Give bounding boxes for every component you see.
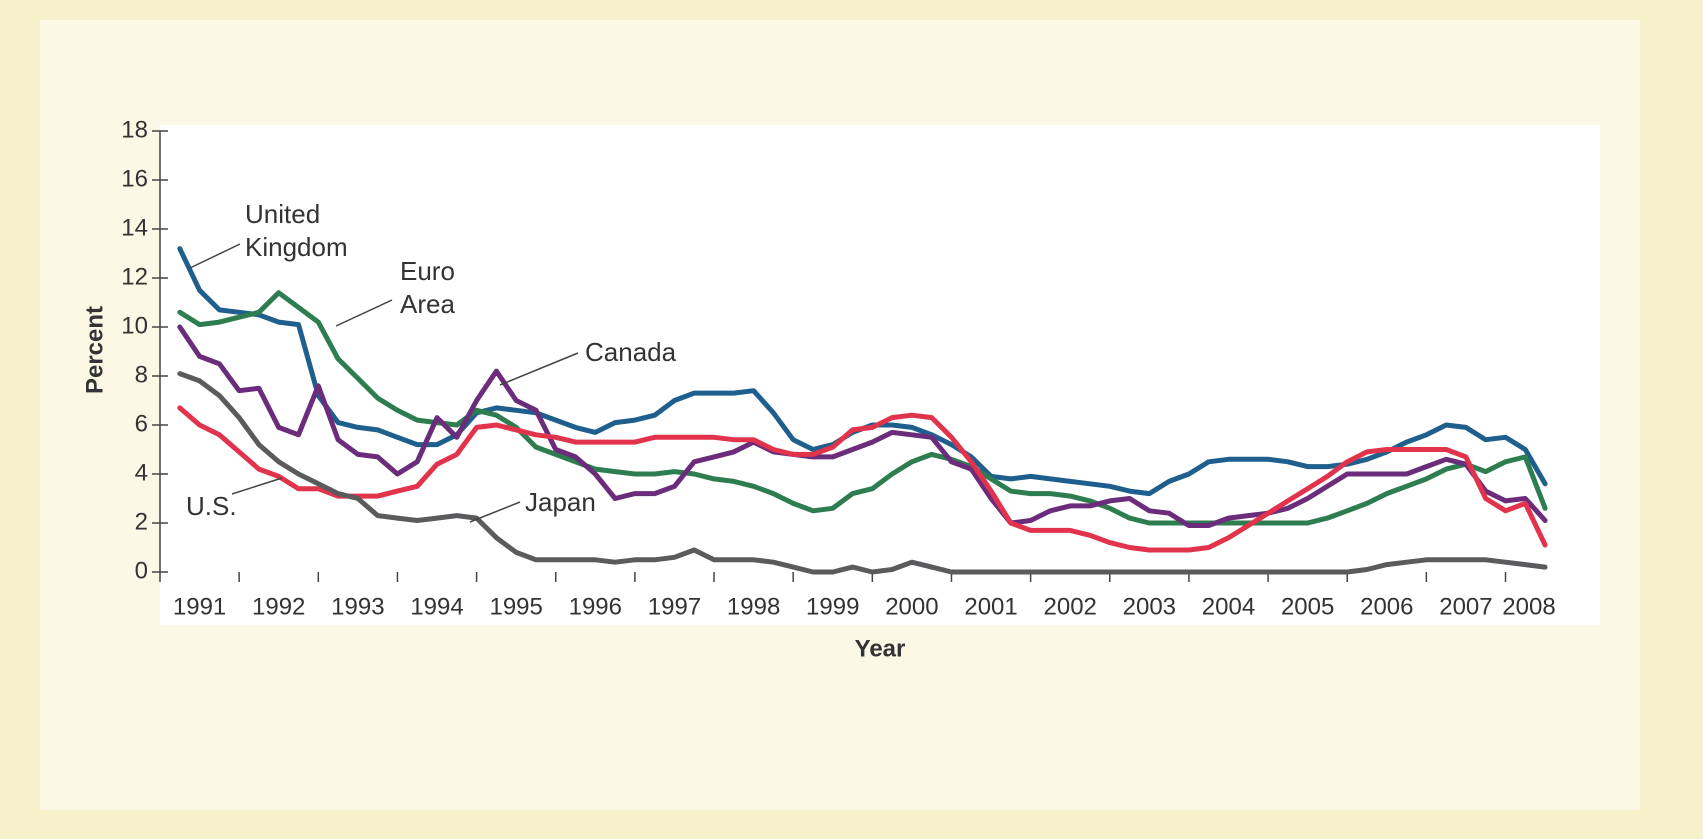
x-tick-label: 2005 xyxy=(1281,593,1334,620)
x-tick-label: 2003 xyxy=(1123,593,1176,620)
x-tick-label: 1996 xyxy=(569,593,622,620)
y-tick-label: 14 xyxy=(121,214,148,241)
y-tick-label: 8 xyxy=(135,361,148,388)
x-tick-label: 2002 xyxy=(1044,593,1097,620)
x-tick-label: 1998 xyxy=(727,593,780,620)
x-tick-label: 1993 xyxy=(331,593,384,620)
series-line xyxy=(177,290,1548,526)
y-tick-label: 2 xyxy=(135,508,148,535)
label-leader xyxy=(499,352,579,386)
x-tick-label: 2001 xyxy=(964,593,1017,620)
series-label: Euro Area xyxy=(400,256,455,319)
y-axis-title: Percent xyxy=(81,306,108,394)
x-tick-label: 2007 xyxy=(1439,593,1492,620)
x-tick-label: 1994 xyxy=(410,593,463,620)
y-tick-label: 18 xyxy=(121,116,148,143)
series-label: United Kingdom xyxy=(245,199,348,262)
label-leader xyxy=(189,243,241,269)
y-tick-label: 6 xyxy=(135,410,148,437)
y-tick-label: 16 xyxy=(121,165,148,192)
series-label: U.S. xyxy=(186,491,237,521)
x-tick-label: 2006 xyxy=(1360,593,1413,620)
x-tick-label: 1992 xyxy=(252,593,305,620)
series-line xyxy=(177,371,1548,575)
x-tick-label: 1995 xyxy=(489,593,542,620)
x-tick-label: 2000 xyxy=(885,593,938,620)
series-line xyxy=(177,324,1548,528)
x-tick-label: 1999 xyxy=(806,593,859,620)
y-tick-label: 12 xyxy=(121,263,148,290)
x-axis-title: Year xyxy=(855,635,906,662)
series-label: Canada xyxy=(585,337,677,367)
label-leader xyxy=(231,477,283,495)
series-label: Japan xyxy=(525,487,596,517)
x-tick-label: 1997 xyxy=(648,593,701,620)
y-tick-label: 4 xyxy=(135,459,148,486)
y-tick-label: 10 xyxy=(121,312,148,339)
x-tick-label: 1991 xyxy=(173,593,226,620)
label-leader xyxy=(469,501,521,523)
series-line xyxy=(177,405,1548,553)
x-tick-label: 2004 xyxy=(1202,593,1255,620)
plot-background xyxy=(160,125,1600,625)
x-tick-label: 2008 xyxy=(1502,593,1555,620)
y-tick-label: 0 xyxy=(135,557,148,584)
label-leader xyxy=(335,299,393,327)
